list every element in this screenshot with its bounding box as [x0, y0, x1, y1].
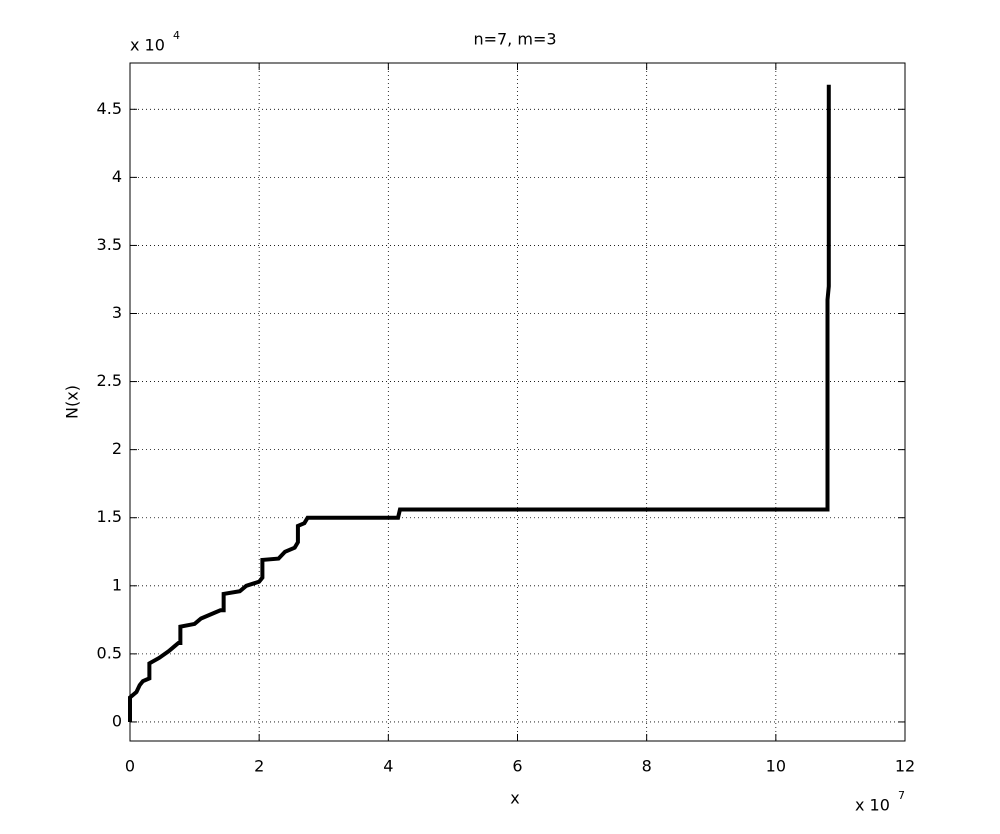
chart-title: n=7, m=3	[473, 30, 556, 49]
y-tick-label: 0.5	[97, 643, 122, 662]
y-tick-label: 0	[112, 711, 122, 730]
x-tick-label: 8	[642, 757, 652, 776]
x-axis-label: x	[510, 789, 519, 808]
x-tick-label: 12	[895, 757, 915, 776]
y-axis-label: N(x)	[63, 385, 82, 419]
x-multiplier: x 10	[855, 796, 890, 815]
y-tick-label: 4	[112, 167, 122, 186]
plot-frame	[129, 62, 906, 742]
x-tick-label: 4	[383, 757, 393, 776]
y-tick-label: 1	[112, 575, 122, 594]
y-tick-label: 3.5	[97, 235, 122, 254]
x-tick-label: 6	[512, 757, 522, 776]
y-multiplier-exponent: 4	[173, 29, 180, 42]
y-multiplier: x 10	[130, 36, 165, 55]
y-tick-label: 1.5	[97, 507, 122, 526]
x-tick-label: 0	[125, 757, 135, 776]
x-tick-label: 2	[254, 757, 264, 776]
data-line	[128, 84, 831, 722]
y-tick-label: 4.5	[97, 99, 122, 118]
x-tick-label: 10	[766, 757, 786, 776]
y-tick-label: 2	[112, 439, 122, 458]
y-tick-label: 2.5	[97, 371, 122, 390]
x-multiplier-exponent: 7	[898, 789, 905, 802]
y-tick-label: 3	[112, 303, 122, 322]
